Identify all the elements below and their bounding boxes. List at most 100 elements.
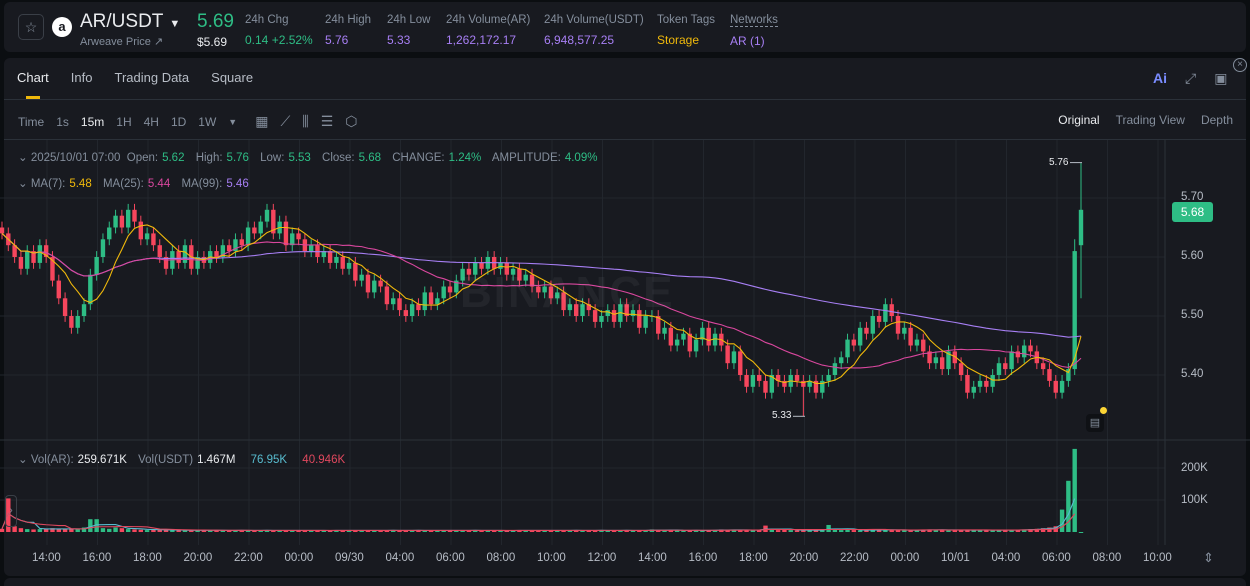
volume-bar — [662, 530, 667, 532]
volume-bar — [466, 530, 472, 532]
candle — [517, 268, 522, 281]
time-axis-label: 16:00 — [82, 552, 112, 564]
stat-value[interactable]: Storage — [657, 33, 700, 47]
volume-bar — [491, 530, 497, 532]
interval-more-icon[interactable]: ▼ — [228, 116, 238, 127]
candle — [977, 380, 983, 387]
indicator-icon[interactable]: ⟋ — [280, 113, 291, 129]
volume-bar — [245, 530, 251, 532]
candle — [340, 257, 345, 269]
last-price-usd: $5.69 — [197, 35, 228, 49]
volume-bar — [870, 529, 875, 532]
collapse-icon[interactable]: ⌄ — [18, 152, 28, 164]
volume-bar — [397, 530, 402, 532]
interval-1d[interactable]: 1D — [170, 114, 187, 129]
time-axis-label: 10:00 — [1143, 552, 1172, 564]
candlestick-chart[interactable] — [0, 140, 1250, 550]
candle — [952, 351, 957, 364]
candle — [18, 257, 24, 269]
volume-bar — [416, 530, 421, 532]
volume-bar — [43, 528, 49, 532]
candle — [31, 251, 36, 263]
interval-1s[interactable]: 1s — [56, 114, 69, 129]
volume-bar — [706, 530, 711, 532]
news-icon[interactable]: ▤ — [1086, 414, 1104, 432]
volume-bar — [37, 529, 43, 532]
volume-bar — [517, 530, 522, 532]
ai-button[interactable]: Ai — [1153, 70, 1167, 86]
settings-list-icon[interactable]: ☰ — [320, 113, 334, 129]
view-original[interactable]: Original — [1058, 113, 1100, 127]
candle — [674, 339, 680, 346]
vol-usdt-label: Vol(USDT) — [138, 454, 194, 466]
time-axis-label: 06:00 — [1042, 552, 1071, 564]
volume-bar — [977, 530, 983, 532]
volume-bar — [170, 530, 175, 532]
volume-bar — [485, 530, 491, 532]
scale-reset-icon[interactable]: ⇕ — [1203, 550, 1214, 565]
candle — [902, 327, 907, 334]
volume-bar — [447, 530, 453, 532]
widgets-icon[interactable]: ▣ — [1214, 70, 1228, 86]
stat-token-tags: Token Tags Storage — [657, 14, 715, 47]
time-axis-label: 18:00 — [133, 552, 162, 564]
candle — [1022, 345, 1027, 358]
candle — [252, 227, 257, 234]
time-axis-label: 06:00 — [436, 552, 465, 564]
stat-value[interactable]: AR (1) — [730, 34, 765, 48]
volume-bar — [1022, 529, 1027, 532]
candle — [611, 310, 617, 322]
favorite-star-icon[interactable]: ☆ — [18, 14, 44, 40]
volume-bar — [384, 530, 390, 532]
volume-bar — [346, 530, 352, 532]
volume-bar — [359, 530, 364, 532]
candle — [1009, 351, 1014, 370]
candle — [144, 233, 150, 240]
volume-ma-line — [1, 498, 1076, 532]
volume-bar — [851, 530, 857, 532]
candle — [820, 380, 825, 393]
tab-square[interactable]: Square — [211, 70, 254, 85]
interval-4h[interactable]: 4H — [143, 114, 159, 129]
collapse-icon[interactable]: ⌄ — [18, 178, 28, 190]
volume-bar — [144, 530, 150, 532]
volume-bar — [681, 530, 686, 532]
volume-bar — [271, 530, 276, 532]
expand-icon[interactable]: ⤢ — [1185, 70, 1197, 86]
interval-1w[interactable]: 1W — [198, 114, 217, 129]
expand-sidebar-handle[interactable]: › — [5, 495, 17, 527]
tab-trading-data[interactable]: Trading Data — [114, 70, 190, 85]
volume-bar — [340, 530, 345, 532]
high-marker: 5.76 — [1049, 157, 1069, 168]
candle — [391, 298, 396, 305]
candle — [88, 274, 93, 305]
tab-chart[interactable]: Chart — [17, 70, 49, 85]
volume-bar — [839, 530, 844, 532]
volume-bar — [826, 524, 831, 532]
volume-bar — [555, 530, 560, 532]
interval-1h[interactable]: 1H — [116, 114, 132, 129]
stat-label: Networks — [730, 14, 778, 27]
pair-selector[interactable]: AR/USDT ▼ — [80, 11, 180, 33]
collapse-icon[interactable]: ⌄ — [18, 454, 28, 466]
price-link[interactable]: Arweave Price ↗ — [80, 36, 164, 48]
close-icon[interactable]: × — [1233, 58, 1247, 72]
volume-bar — [18, 528, 24, 532]
calendar-icon[interactable]: ▦ — [255, 113, 269, 129]
interval-time[interactable]: Time — [18, 114, 45, 129]
volume-bar — [473, 530, 478, 532]
candle — [782, 380, 787, 387]
volume-bar — [965, 530, 970, 532]
volume-bar — [283, 530, 289, 532]
candle — [403, 310, 409, 316]
candle — [681, 333, 686, 340]
candle — [384, 286, 390, 305]
chart-type-icon[interactable]: ⫼ — [302, 113, 309, 129]
view-depth[interactable]: Depth — [1200, 113, 1233, 127]
view-trading-view[interactable]: Trading View — [1115, 113, 1185, 127]
tab-info[interactable]: Info — [70, 70, 93, 85]
interval-15m[interactable]: 15m — [80, 114, 105, 129]
settings-icon[interactable]: ⬡ — [345, 113, 358, 129]
ma7-value: 5.48 — [69, 178, 92, 190]
stat-value: 5.33 — [387, 33, 411, 47]
